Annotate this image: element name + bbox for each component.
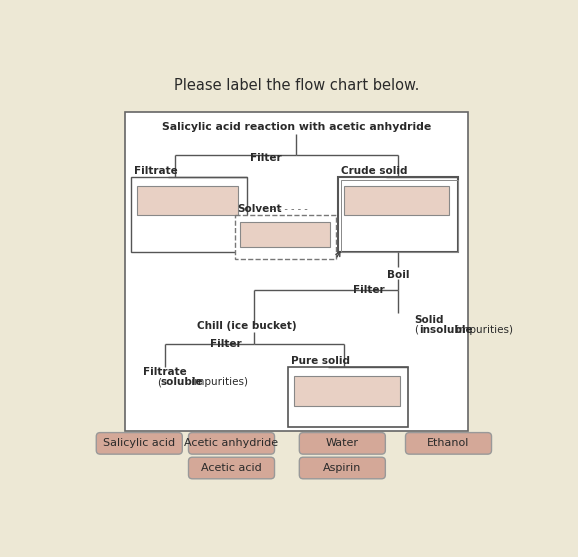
Text: Solvent: Solvent [238,204,282,214]
FancyBboxPatch shape [299,457,386,479]
Text: Filter: Filter [353,285,384,295]
Text: Filter: Filter [250,153,281,163]
Bar [338,177,458,252]
Bar [138,186,238,216]
FancyBboxPatch shape [97,433,182,454]
Text: Please label the flow chart below.: Please label the flow chart below. [173,77,419,92]
Text: (: ( [157,377,161,387]
Text: Filtrate: Filtrate [134,166,178,176]
Text: - - - - - -: - - - - - - [268,204,307,214]
Text: Salicylic acid reaction with acetic anhydride: Salicylic acid reaction with acetic anhy… [162,123,431,132]
Bar [340,179,461,254]
FancyBboxPatch shape [188,457,275,479]
Bar [240,222,329,247]
Text: Pure solid: Pure solid [291,356,350,367]
Text: Acetic anhydride: Acetic anhydride [184,438,279,448]
Text: Salicylic acid: Salicylic acid [103,438,175,448]
Text: soluble: soluble [161,377,203,387]
Text: Water: Water [326,438,359,448]
Bar [290,369,410,429]
Text: insoluble: insoluble [418,325,472,335]
Bar [341,180,458,252]
Bar [288,367,408,427]
Text: impurities): impurities) [453,325,513,335]
Text: Solid: Solid [414,315,443,325]
Text: Filtrate: Filtrate [143,367,187,377]
Bar [294,377,400,405]
Bar [235,214,336,260]
FancyBboxPatch shape [188,433,275,454]
Text: Aspirin: Aspirin [323,463,361,473]
Text: Chill (ice bucket): Chill (ice bucket) [197,321,297,331]
Text: Boil: Boil [387,270,409,280]
Text: Filter: Filter [210,339,241,349]
FancyBboxPatch shape [299,433,386,454]
Bar [134,179,250,254]
Bar [131,177,247,252]
Text: (: ( [414,325,418,335]
Text: Acetic acid: Acetic acid [201,463,262,473]
FancyBboxPatch shape [406,433,491,454]
Text: Ethanol: Ethanol [427,438,470,448]
Text: Crude solid: Crude solid [341,166,407,176]
Text: impurities): impurities) [188,377,248,387]
Bar [125,111,468,431]
Bar [344,186,449,216]
